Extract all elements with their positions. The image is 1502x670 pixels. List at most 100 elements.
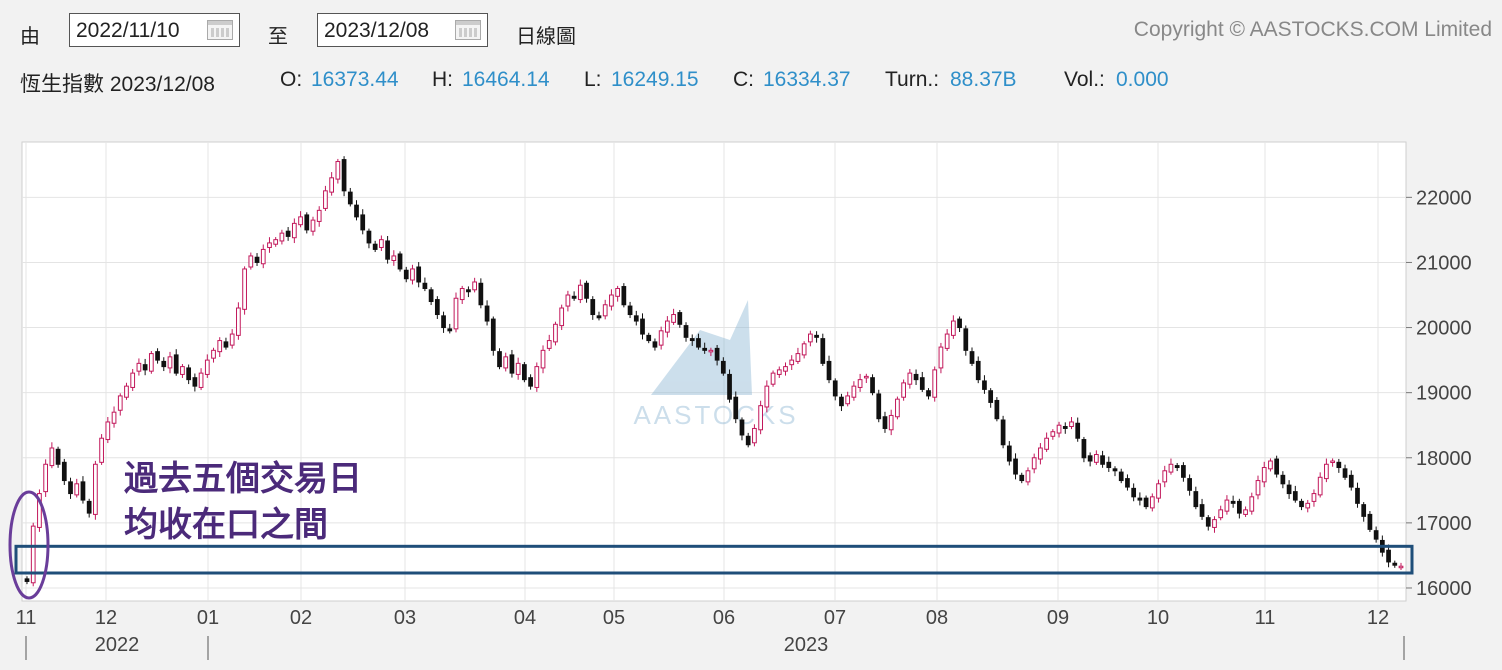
candle-body [410, 268, 415, 281]
x-tick-label: 03 [394, 607, 416, 629]
candle-body [1038, 447, 1043, 460]
candle-body [267, 242, 272, 248]
candle-body [982, 380, 987, 390]
candle-body [528, 377, 533, 387]
candle-body [932, 369, 938, 398]
candle-body [602, 304, 608, 317]
x-tick-label: 04 [514, 607, 536, 629]
candle-body [1062, 426, 1068, 429]
volume-value: 0.000 [1116, 68, 1169, 91]
candle-body [186, 367, 192, 381]
x-tick-label: 07 [824, 607, 846, 629]
candle-body [1311, 493, 1317, 502]
candle-body [1081, 439, 1087, 459]
index-name-date: 恆生指數 2023/12/08 [20, 73, 215, 96]
candle-body [720, 360, 726, 374]
x-tick-label: 08 [926, 607, 948, 629]
candle-body [994, 399, 1000, 420]
candle-body [1342, 468, 1348, 478]
candle-body [627, 305, 633, 316]
candle-body [310, 219, 316, 232]
y-tick-label: 22000 [1416, 187, 1472, 209]
x-tick-label: 05 [603, 607, 625, 629]
candle-body [975, 360, 981, 381]
candle-body [1019, 474, 1025, 482]
candle-body [839, 396, 844, 407]
candle-body [559, 307, 565, 327]
candle-body [86, 500, 92, 514]
candle-body [1000, 419, 1006, 446]
candle-body [1218, 509, 1224, 519]
candle-body [752, 427, 757, 444]
calendar-icon[interactable] [207, 20, 233, 40]
candle-body [1131, 487, 1137, 498]
candle-body [571, 295, 577, 299]
candle-body [1212, 519, 1217, 528]
candle-body [198, 372, 204, 388]
candle-body [926, 390, 931, 397]
candle-body [1006, 445, 1012, 462]
candle-body [590, 299, 596, 316]
candle-body [1168, 463, 1174, 473]
open-label: O: [280, 68, 303, 91]
calendar-icon[interactable] [455, 20, 481, 40]
candle-body [1093, 454, 1099, 463]
candle-body [540, 349, 546, 369]
candle-body [1174, 465, 1180, 469]
candle-body [671, 314, 676, 323]
candle-body [391, 255, 397, 261]
plot-area [21, 141, 1407, 602]
candle-body [273, 239, 279, 245]
candle-body [428, 289, 434, 303]
candle-body [1398, 565, 1404, 569]
candle-body [1261, 467, 1267, 483]
candle-body [783, 366, 788, 372]
candle-body [1386, 549, 1391, 563]
candle-body [136, 362, 142, 372]
candle-body [1050, 431, 1056, 437]
candle-body [74, 483, 80, 496]
to-date-field[interactable]: 2023/12/08 [317, 13, 488, 47]
candle-body [478, 282, 484, 306]
x-tick-label: 02 [290, 607, 312, 629]
high-value: 16464.14 [462, 68, 550, 91]
from-date-field[interactable]: 2022/11/10 [69, 13, 240, 47]
candle-body [988, 390, 994, 403]
candle-body [1205, 517, 1211, 527]
x-tick-label: 12 [95, 607, 117, 629]
candle-body [969, 351, 975, 364]
candle-body [1069, 421, 1074, 428]
candle-body [733, 396, 739, 420]
candle-body [304, 214, 310, 231]
candle-body [832, 380, 838, 397]
candle-body [341, 159, 347, 192]
candle-body [1324, 463, 1329, 480]
candle-body [422, 282, 428, 289]
x-tick-label: 09 [1047, 607, 1069, 629]
candle-body [180, 366, 185, 375]
candle-body [161, 360, 167, 368]
candle-body [901, 382, 906, 398]
candle-body [665, 320, 670, 333]
candle-body [851, 385, 857, 398]
candle-body [447, 328, 453, 332]
candle-body [80, 481, 86, 501]
x-tick-label: 11 [1255, 607, 1276, 629]
candle-body [1268, 460, 1273, 470]
volume-label: Vol.: [1064, 68, 1105, 91]
low-label: L: [584, 68, 602, 91]
candle-body [223, 341, 229, 348]
candle-body [155, 351, 160, 361]
y-tick-label: 18000 [1416, 448, 1472, 470]
candle-body [285, 230, 291, 237]
candle-body [124, 385, 129, 398]
candle-body [503, 356, 509, 369]
candle-body [553, 323, 558, 343]
candle-body [1013, 458, 1018, 475]
candle-body [1361, 504, 1367, 517]
candle-body [167, 356, 173, 369]
candle-body [117, 395, 123, 411]
candle-body [385, 240, 390, 260]
candle-body [1255, 480, 1261, 496]
chart-type-selector[interactable]: 日線圖 [516, 26, 576, 48]
